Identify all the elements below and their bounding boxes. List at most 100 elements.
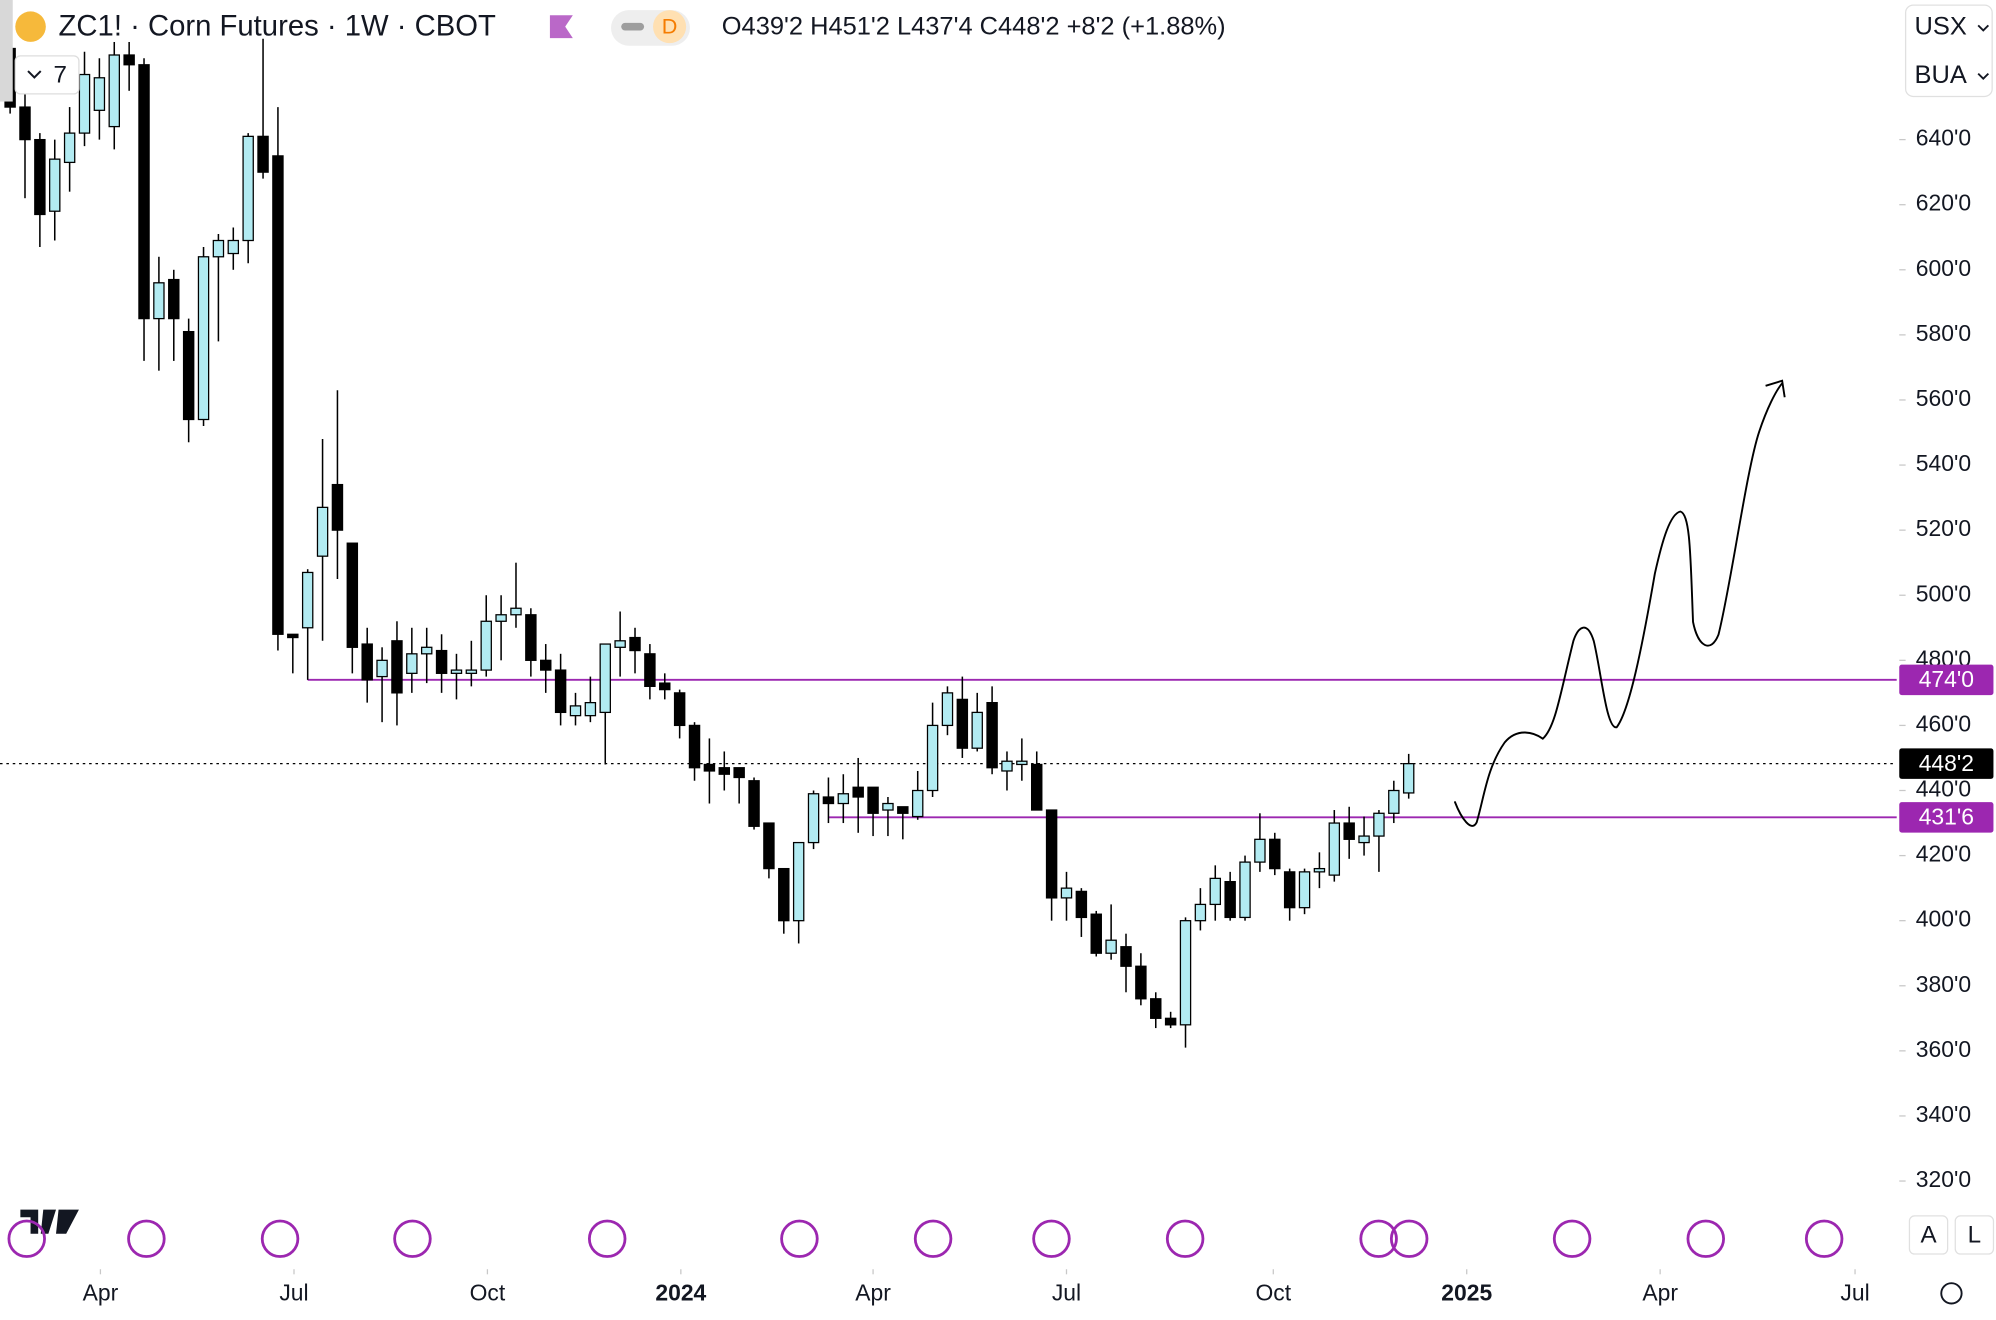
candle-body bbox=[168, 278, 180, 320]
event-icon[interactable] bbox=[393, 1219, 432, 1258]
event-icon[interactable] bbox=[1686, 1219, 1725, 1258]
candle-body bbox=[465, 669, 478, 674]
symbol-title: ZC1! · Corn Futures · 1W · CBOT bbox=[59, 11, 497, 43]
candle-body bbox=[49, 158, 61, 212]
candle-body bbox=[584, 701, 597, 717]
axis-settings bbox=[1904, 4, 1993, 98]
y-tick-label: 440'0 bbox=[1916, 776, 1971, 802]
event-icon[interactable] bbox=[913, 1219, 953, 1258]
currency-select[interactable]: USX bbox=[1915, 13, 1967, 41]
level-label-box bbox=[1899, 802, 1994, 833]
x-tick-label: Apr bbox=[855, 1280, 891, 1306]
candle-body bbox=[287, 633, 299, 639]
y-tick-label: 620'0 bbox=[1916, 190, 1971, 216]
last-price-label: 448'2 bbox=[1919, 750, 1974, 776]
candle-body bbox=[1224, 880, 1236, 919]
settings-icon[interactable] bbox=[1940, 1282, 1963, 1305]
y-tick-label: 540'0 bbox=[1916, 450, 1971, 476]
y-tick-label: 420'0 bbox=[1916, 841, 1971, 867]
candle-body bbox=[182, 330, 195, 421]
event-icon[interactable] bbox=[127, 1219, 166, 1258]
y-tick-label: 640'0 bbox=[1916, 125, 1971, 151]
side-strip bbox=[0, 0, 13, 102]
candle-body bbox=[644, 653, 656, 687]
level-label-box bbox=[1899, 664, 1994, 696]
candle-body bbox=[78, 73, 91, 134]
candle-body bbox=[778, 867, 790, 922]
y-tick-label: 340'0 bbox=[1916, 1101, 1971, 1127]
candle-body bbox=[703, 763, 716, 772]
candle-body bbox=[792, 841, 805, 922]
logo bbox=[20, 1209, 79, 1234]
y-tick-label: 520'0 bbox=[1916, 515, 1971, 541]
candle-body bbox=[941, 692, 954, 727]
candle-body bbox=[986, 701, 998, 769]
candle-body bbox=[540, 659, 552, 671]
candle-body bbox=[1135, 965, 1147, 1000]
x-tick-label: Jul bbox=[1840, 1280, 1869, 1306]
event-icon[interactable] bbox=[1165, 1219, 1205, 1258]
y-tick-label: 560'0 bbox=[1916, 385, 1971, 411]
indicators-toggle[interactable] bbox=[14, 55, 80, 95]
auto-scale-button[interactable] bbox=[1908, 1215, 1949, 1255]
chevron bbox=[1977, 72, 1990, 81]
candle-body bbox=[1120, 946, 1132, 967]
event-icon[interactable] bbox=[780, 1219, 819, 1258]
event-icon[interactable] bbox=[1804, 1219, 1844, 1258]
candle-body bbox=[153, 282, 165, 320]
candle-body bbox=[19, 106, 31, 141]
event-icon[interactable] bbox=[1389, 1219, 1429, 1258]
candle-body bbox=[138, 64, 150, 320]
events bbox=[7, 1219, 1844, 1258]
level-label: 431'6 bbox=[1919, 804, 1974, 830]
candle-body bbox=[1105, 939, 1117, 954]
price-axis: 320'0 340'0 360'0 380'0 400'0 420'0 440'0 460'0… bbox=[83, 125, 1994, 1306]
y-tick-label: 460'0 bbox=[1916, 710, 1971, 736]
candle-body bbox=[197, 256, 210, 421]
candle-body bbox=[897, 806, 909, 814]
candle-body bbox=[1194, 903, 1207, 922]
candle-body bbox=[599, 643, 611, 714]
candle-body bbox=[1239, 861, 1251, 919]
candle-body bbox=[108, 54, 120, 128]
candle-body bbox=[1269, 838, 1281, 870]
candle-body bbox=[1164, 1017, 1177, 1026]
candle-body bbox=[34, 138, 46, 216]
candle-body bbox=[257, 135, 269, 173]
level-label: 474'0 bbox=[1919, 666, 1974, 692]
candle-body bbox=[272, 155, 284, 635]
candle-body bbox=[227, 239, 240, 255]
candle-body bbox=[807, 793, 820, 844]
candle-body bbox=[376, 659, 388, 678]
unit-select[interactable]: BUA bbox=[1915, 61, 1967, 89]
y-tick-label: 380'0 bbox=[1916, 971, 1971, 997]
candle-body bbox=[748, 780, 760, 827]
candle-body bbox=[1254, 838, 1266, 863]
drawing bbox=[1454, 382, 1784, 827]
event-icon[interactable] bbox=[587, 1219, 627, 1258]
candle-body bbox=[718, 767, 731, 775]
candle-body bbox=[867, 786, 879, 814]
event-icon[interactable] bbox=[1359, 1219, 1398, 1258]
event-icon[interactable] bbox=[1552, 1219, 1592, 1258]
candle-body bbox=[1343, 822, 1355, 840]
candle-body bbox=[882, 802, 894, 811]
indicators-count: 7 bbox=[53, 62, 66, 89]
symbol-icon bbox=[15, 11, 46, 42]
candle-body bbox=[1402, 763, 1415, 794]
candle-body bbox=[614, 640, 626, 648]
candle-body bbox=[837, 793, 850, 805]
candle-body bbox=[1328, 822, 1341, 876]
event-icon[interactable] bbox=[1032, 1219, 1071, 1258]
event-icon[interactable] bbox=[260, 1219, 300, 1258]
event-icon[interactable] bbox=[7, 1219, 46, 1258]
plot-area bbox=[0, 25, 1897, 1048]
candle-body bbox=[346, 542, 359, 648]
candle-body bbox=[1075, 890, 1088, 919]
x-tick-label: Oct bbox=[1255, 1280, 1291, 1306]
candle-body bbox=[1358, 835, 1370, 844]
log-scale-button[interactable] bbox=[1954, 1215, 1995, 1255]
candle-body bbox=[1150, 998, 1162, 1019]
